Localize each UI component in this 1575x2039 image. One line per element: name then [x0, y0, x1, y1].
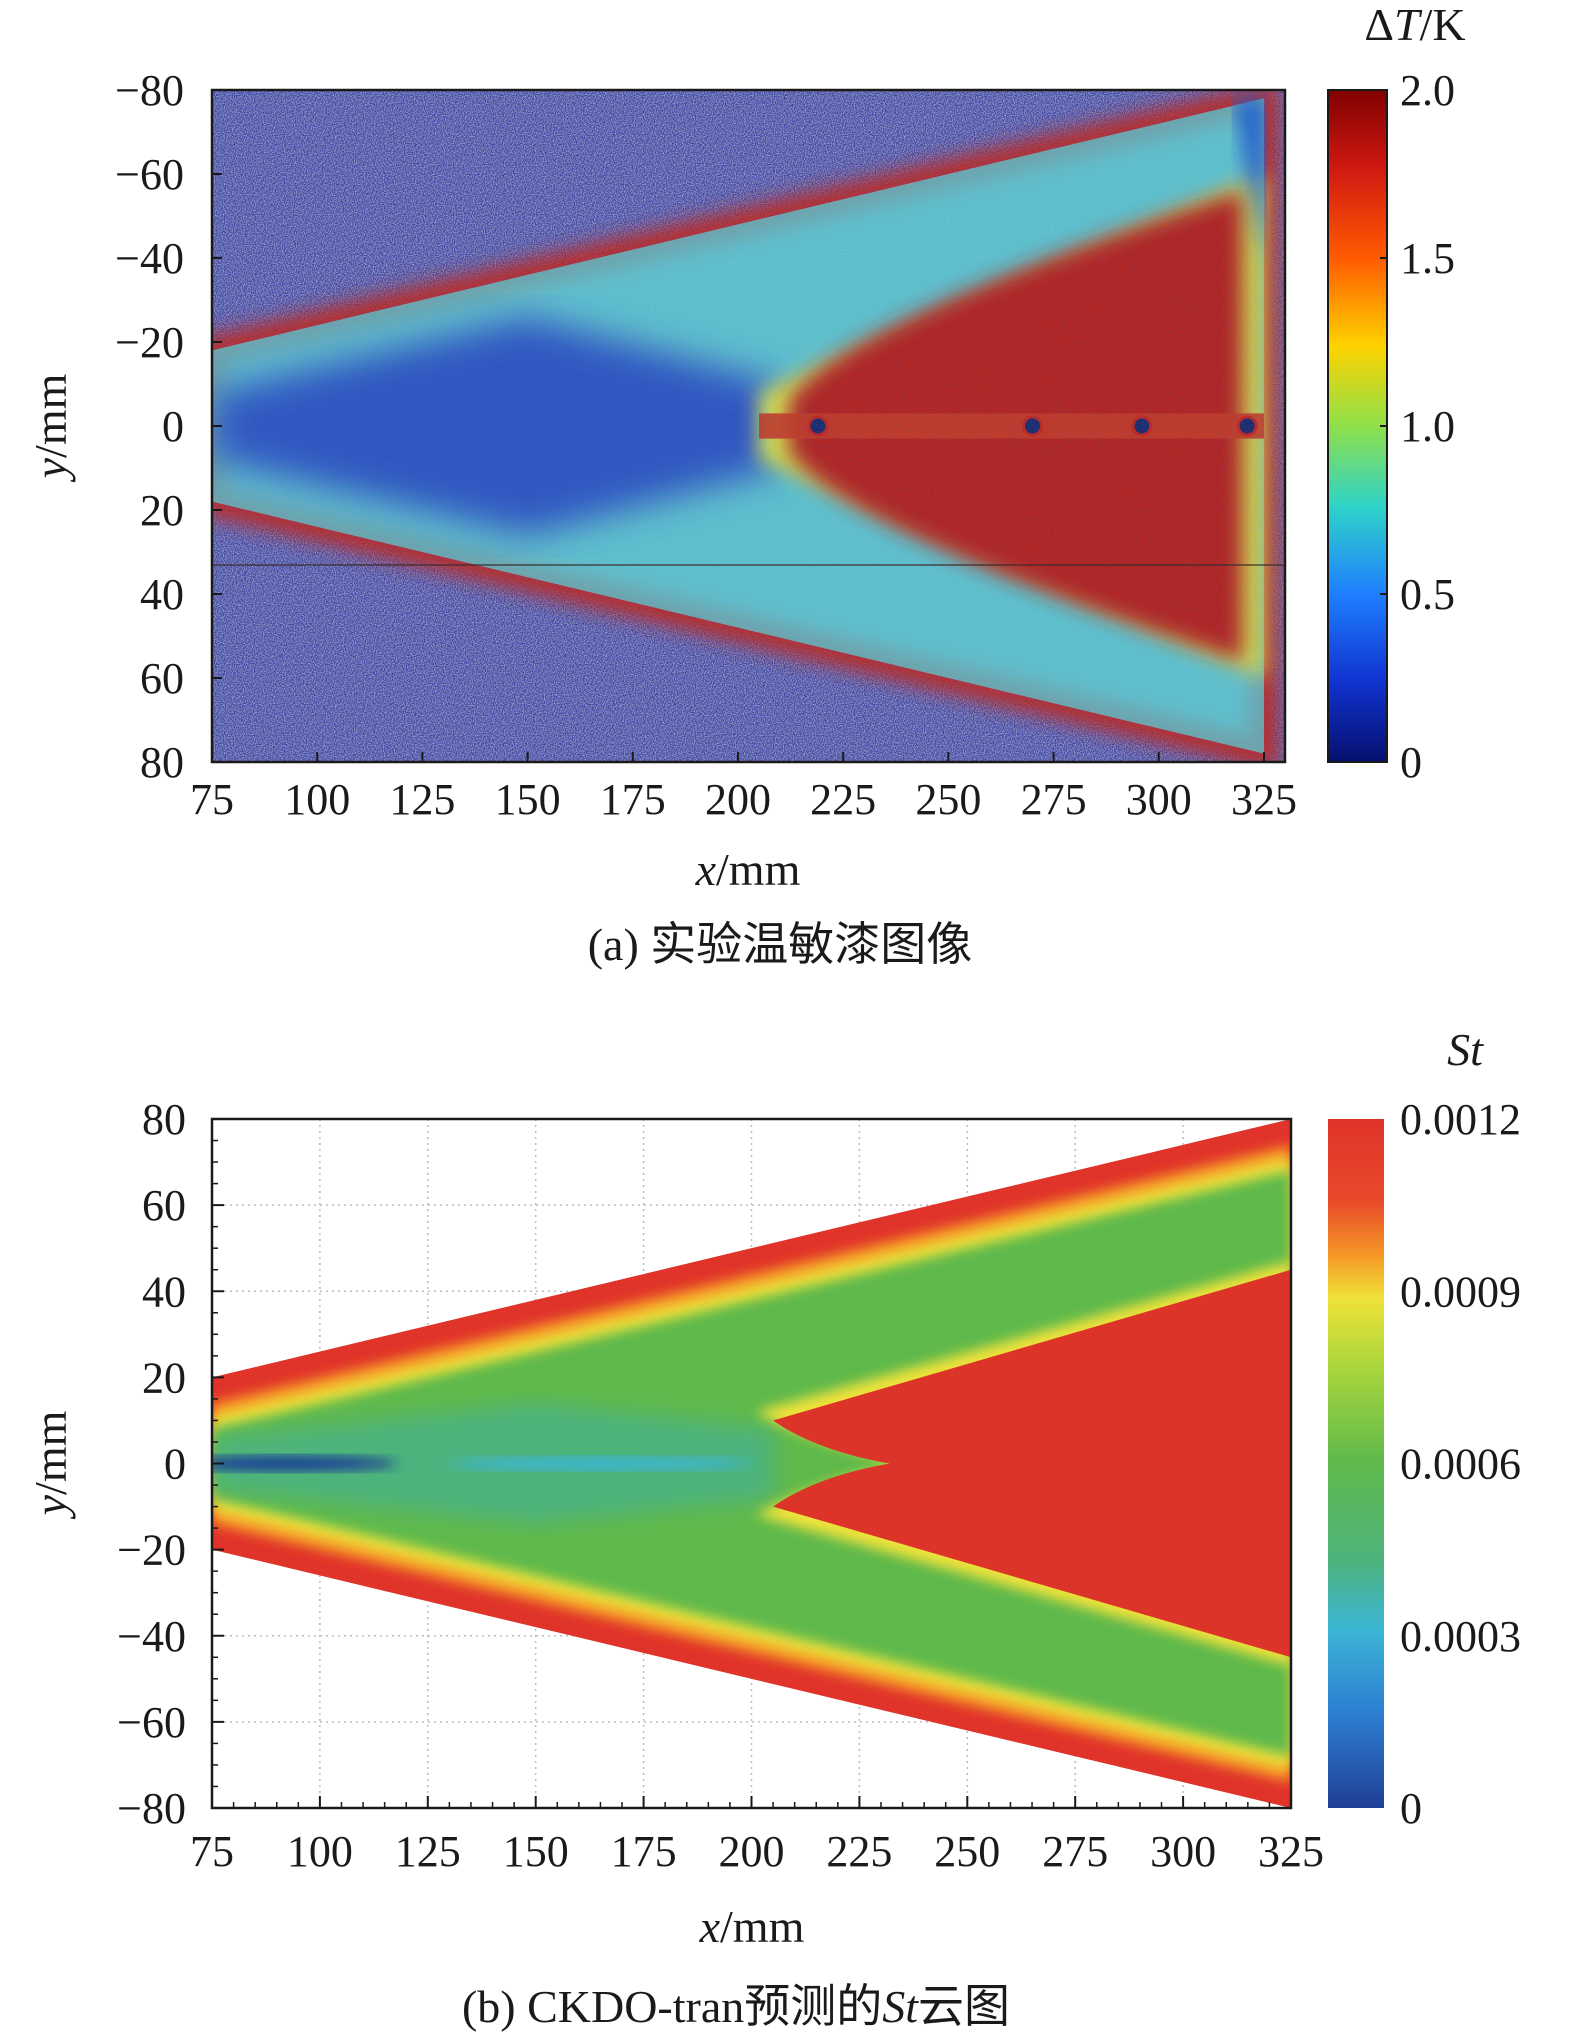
colorbar-tick-label-a: 0	[1400, 738, 1422, 787]
colorbar-tick-label-b: 0	[1400, 1784, 1422, 1833]
y-tick-label-b: −20	[117, 1526, 186, 1575]
x-tick-label-b: 275	[1042, 1827, 1108, 1876]
colorbar-tick-label-a: 1.5	[1400, 234, 1455, 283]
speckle-noise	[212, 90, 1285, 762]
caption-b: (b) CKDO-tran预测的St云图	[462, 1981, 1010, 2032]
x-tick-label-a: 250	[915, 775, 981, 824]
x-tick-label-a: 275	[1021, 775, 1087, 824]
x-tick-label-a: 300	[1126, 775, 1192, 824]
x-tick-label-a: 100	[284, 775, 350, 824]
x-tick-label-b: 250	[934, 1827, 1000, 1876]
colorbar-tick-label-b: 0.0009	[1400, 1267, 1521, 1316]
colorbar-a	[1327, 89, 1388, 763]
chart-a: 75 100 125 150 175 200 225 250 275 300 325−80−60−4…	[25, 0, 1466, 970]
y-tick-label-a: −80	[115, 66, 184, 115]
y-tick-label-b: 60	[142, 1181, 186, 1230]
x-tick-label-b: 300	[1150, 1827, 1216, 1876]
y-tick-label-a: −60	[115, 150, 184, 199]
x-axis-label-b: x/mm	[699, 1901, 805, 1952]
x-tick-label-b: 75	[190, 1827, 234, 1876]
x-tick-label-a: 125	[389, 775, 455, 824]
y-tick-label-b: −60	[117, 1698, 186, 1747]
colorbar-tick-label-b: 0.0012	[1400, 1095, 1521, 1144]
colorbar-tick-label-a: 0.5	[1400, 570, 1455, 619]
x-tick-label-b: 125	[395, 1827, 461, 1876]
x-tick-label-b: 100	[287, 1827, 353, 1876]
x-tick-label-b: 200	[719, 1827, 785, 1876]
chart-b: 75 100 125 150 175 200 225 250 275 300 32580604020…	[25, 1024, 1521, 2032]
y-tick-label-a: 0	[162, 402, 184, 451]
x-tick-label-b: 325	[1258, 1827, 1324, 1876]
x-tick-label-a: 175	[600, 775, 666, 824]
y-tick-label-b: 40	[142, 1267, 186, 1316]
x-tick-label-a: 325	[1231, 775, 1297, 824]
x-tick-label-a: 75	[190, 775, 234, 824]
y-tick-label-a: −20	[115, 318, 184, 367]
x-tick-label-a: 225	[810, 775, 876, 824]
y-tick-label-b: 80	[142, 1095, 186, 1144]
turbulent-wedge	[773, 1269, 1291, 1658]
y-axis-label-b: y/mm	[25, 1410, 76, 1519]
colorbar-b	[1328, 1119, 1384, 1808]
colorbar-tick-label-a: 1.0	[1400, 402, 1455, 451]
plot-area-b	[212, 1119, 1291, 1808]
y-tick-label-a: −40	[115, 234, 184, 283]
plot-area-a	[212, 90, 1285, 762]
x-tick-label-b: 175	[611, 1827, 677, 1876]
y-tick-label-b: −80	[117, 1784, 186, 1833]
colorbar-tick-label-b: 0.0003	[1400, 1612, 1521, 1661]
colorbar-tick-label-a: 2.0	[1400, 66, 1455, 115]
y-tick-label-a: 20	[140, 486, 184, 535]
y-tick-label-b: 20	[142, 1353, 186, 1402]
colorbar-label-a: ΔT/K	[1364, 0, 1465, 50]
y-tick-label-a: 60	[140, 654, 184, 703]
y-tick-label-a: 80	[140, 738, 184, 787]
y-tick-label-b: −40	[117, 1612, 186, 1661]
colorbar-label-b: St	[1447, 1024, 1484, 1075]
x-tick-label-b: 225	[826, 1827, 892, 1876]
y-tick-label-b: 0	[164, 1440, 186, 1489]
x-axis-label-a: x/mm	[695, 844, 801, 895]
colorbar-tick-label-b: 0.0006	[1400, 1440, 1521, 1489]
x-tick-label-a: 200	[705, 775, 771, 824]
y-axis-label-a: y/mm	[25, 373, 76, 482]
x-tick-label-a: 150	[495, 775, 561, 824]
leading-core	[212, 1455, 398, 1472]
caption-a: (a) 实验温敏漆图像	[588, 919, 973, 970]
blue-streak	[449, 1456, 752, 1471]
y-tick-label-a: 40	[140, 570, 184, 619]
x-tick-label-b: 150	[503, 1827, 569, 1876]
